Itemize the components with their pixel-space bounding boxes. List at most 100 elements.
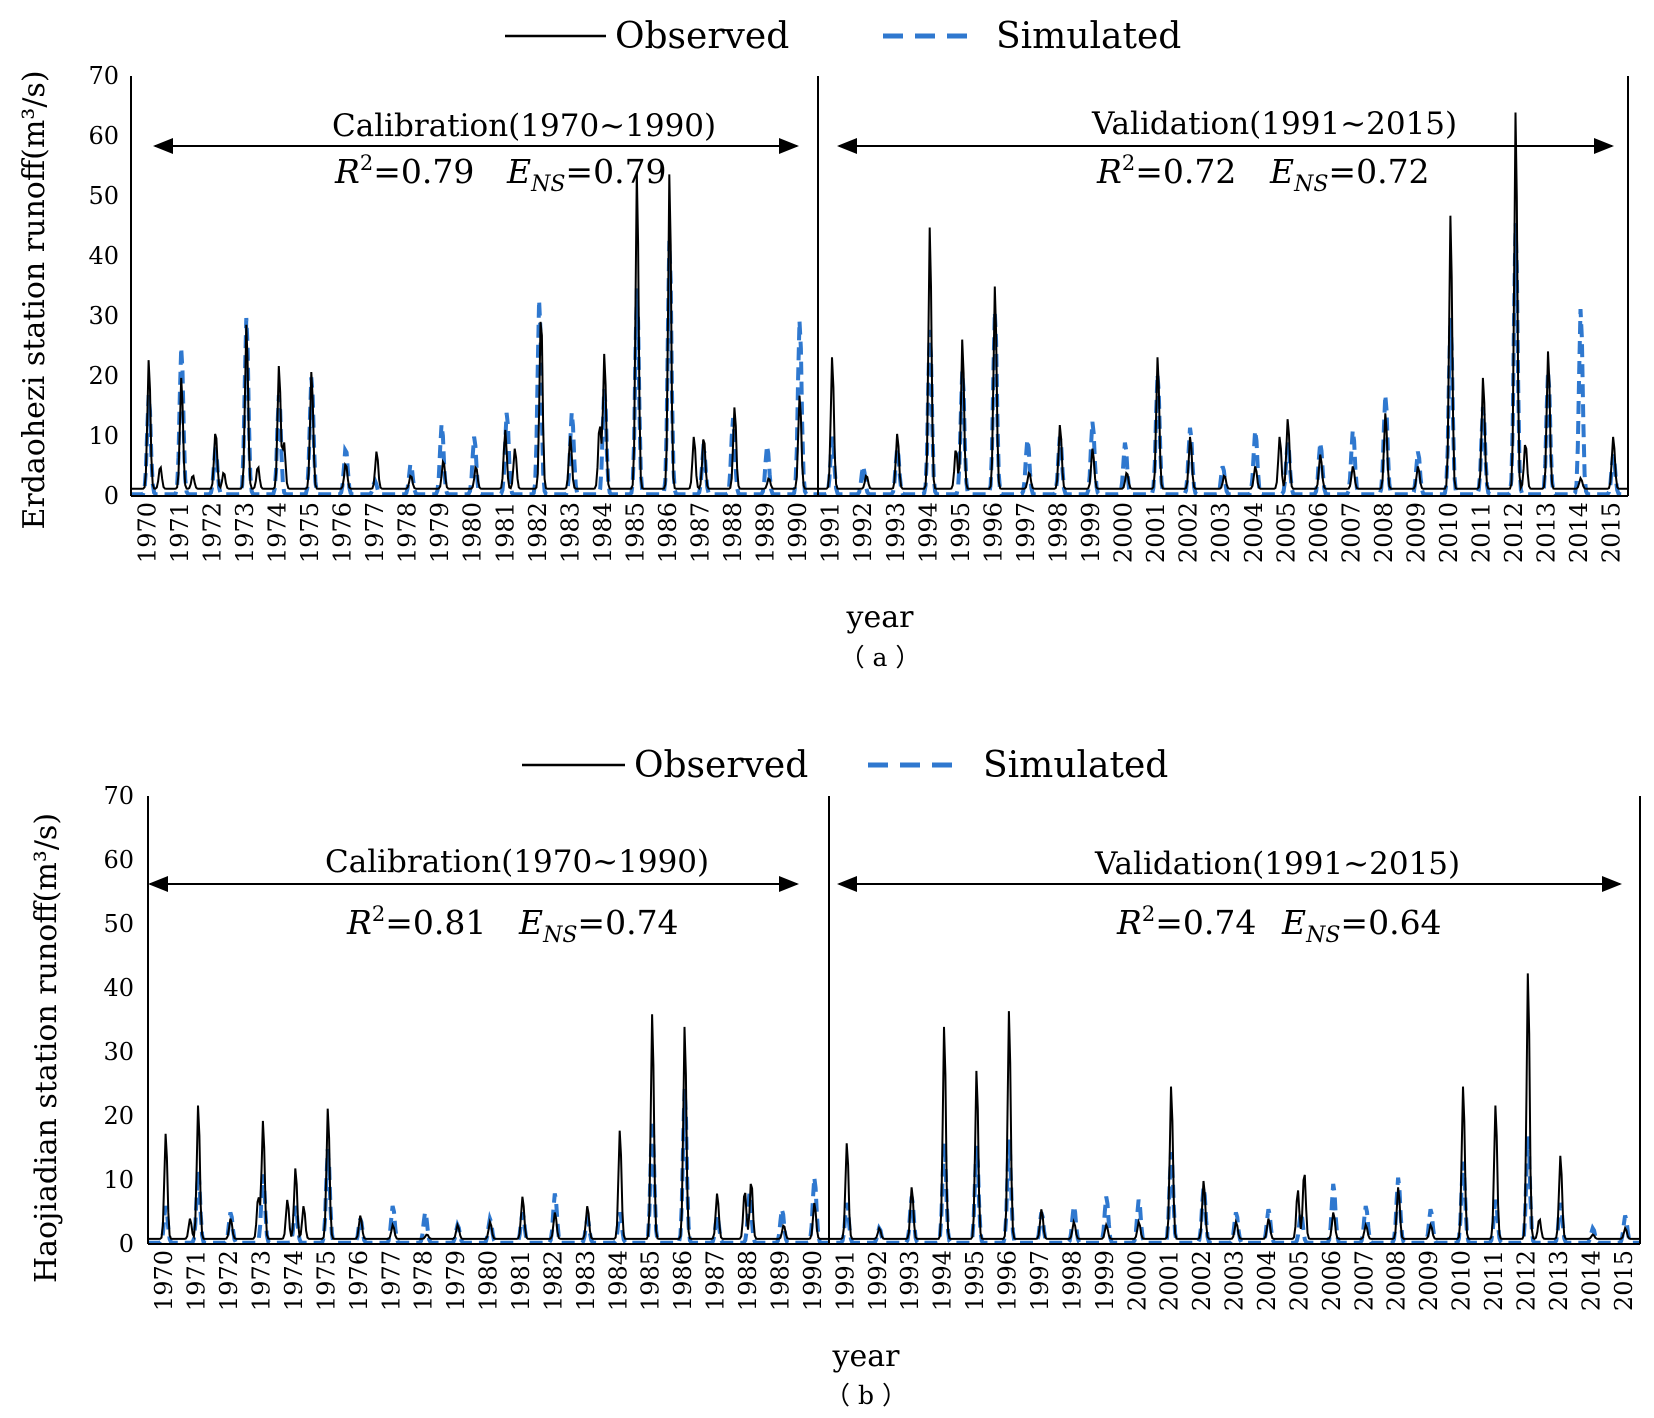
x-tick-label: 1983 xyxy=(556,502,584,563)
y-tick-label: 0 xyxy=(119,1230,134,1258)
x-tick-label: 2011 xyxy=(1468,502,1496,563)
x-tick-label: 1975 xyxy=(312,1250,340,1311)
calibration-ens-a: ENS=0.79 xyxy=(506,152,667,197)
x-tick-label: 2008 xyxy=(1370,502,1398,563)
legend-observed-label: Observed xyxy=(615,16,789,57)
y-tick-label: 70 xyxy=(103,782,134,810)
x-tick-label: 1988 xyxy=(719,502,747,563)
x-tick-label: 1971 xyxy=(183,1250,211,1311)
x-tick-label: 1971 xyxy=(166,502,194,563)
x-tick-label: 1998 xyxy=(1058,1250,1086,1311)
x-tick-label: 1976 xyxy=(345,1250,373,1311)
y-tick-label: 10 xyxy=(103,1166,134,1194)
x-tick-label: 1981 xyxy=(507,1250,535,1311)
x-tick-label: 1972 xyxy=(215,1250,243,1311)
x-tick-label: 1997 xyxy=(1026,1250,1054,1311)
x-tick-label: 2005 xyxy=(1285,1250,1313,1311)
x-tick-label: 2015 xyxy=(1610,1250,1638,1311)
x-tick-label: 1970 xyxy=(150,1250,178,1311)
x-tick-label: 1978 xyxy=(410,1250,438,1311)
validation-label-a: Validation(1991~2015) xyxy=(1091,106,1457,142)
panel-a-erdaohezi: Observed Simulated 0 10 20 30 40 50 60 70 Erdao… xyxy=(17,16,1629,672)
y-axis-ticks-a: 0 10 20 30 40 50 60 70 xyxy=(88,62,119,510)
y-axis-title-b: Haojiadian station runoff(m³/s) xyxy=(29,813,64,1283)
x-tick-label: 1973 xyxy=(248,1250,276,1311)
panel-label-a: （ a ） xyxy=(840,643,921,672)
calibration-label-b: Calibration(1970~1990) xyxy=(325,844,709,880)
x-tick-label: 2012 xyxy=(1500,502,1528,563)
x-tick-label: 2008 xyxy=(1383,1250,1411,1311)
x-tick-label: 1982 xyxy=(524,502,552,563)
validation-ens-b: ENS=0.64 xyxy=(1281,903,1442,948)
x-tick-label: 1994 xyxy=(929,1250,957,1311)
x-tick-label: 1979 xyxy=(426,502,454,563)
validation-r2-a: R2=0.72 xyxy=(1096,151,1236,191)
x-tick-label: 2007 xyxy=(1337,502,1365,563)
x-tick-label: 1974 xyxy=(280,1250,308,1311)
x-tick-label: 1986 xyxy=(669,1250,697,1311)
validation-label-b: Validation(1991~2015) xyxy=(1094,846,1460,882)
x-axis-title-a: year xyxy=(846,600,915,635)
x-tick-label: 1989 xyxy=(766,1250,794,1311)
x-tick-label: 1984 xyxy=(604,1250,632,1311)
x-tick-label: 1985 xyxy=(637,1250,665,1311)
x-tick-label: 1992 xyxy=(864,1250,892,1311)
x-tick-label: 1984 xyxy=(589,502,617,563)
x-tick-label: 1990 xyxy=(784,502,812,563)
legend-observed-label: Observed xyxy=(634,745,808,786)
x-tick-label: 1999 xyxy=(1091,1250,1119,1311)
x-tick-label: 1981 xyxy=(491,502,519,563)
validation-ens-a: ENS=0.72 xyxy=(1269,152,1430,197)
y-tick-label: 60 xyxy=(88,122,119,150)
x-tick-label: 1977 xyxy=(377,1250,405,1311)
x-tick-label: 1980 xyxy=(459,502,487,563)
x-tick-label: 1989 xyxy=(752,502,780,563)
y-tick-label: 60 xyxy=(103,846,134,874)
y-tick-label: 20 xyxy=(103,1102,134,1130)
x-tick-label: 2014 xyxy=(1577,1250,1605,1311)
x-tick-label: 2013 xyxy=(1545,1250,1573,1311)
legend-b: Observed Simulated xyxy=(522,745,1168,786)
x-tick-label: 1979 xyxy=(442,1250,470,1311)
y-axis-title-a: Erdaohezi station runoff(m³/s) xyxy=(17,70,52,529)
x-tick-label: 1977 xyxy=(361,502,389,563)
x-tick-label: 2007 xyxy=(1350,1250,1378,1311)
series-simulated-line xyxy=(148,1088,1640,1245)
y-tick-label: 10 xyxy=(88,422,119,450)
x-tick-label: 2001 xyxy=(1142,502,1170,563)
y-tick-label: 70 xyxy=(88,62,119,90)
legend-simulated-label: Simulated xyxy=(996,16,1181,57)
x-axis-year-ticks-a: 1970 1971 1972 1973 1974 1975 1976 1977 1978 1979… xyxy=(133,502,1625,563)
x-tick-label: 1995 xyxy=(961,1250,989,1311)
x-tick-label: 1990 xyxy=(799,1250,827,1311)
x-tick-label: 1973 xyxy=(231,502,259,563)
x-axis-year-ticks-b: 1970 1971 1972 1973 1974 1975 1976 1977 1978 1979… xyxy=(150,1250,1638,1311)
x-axis-title-b: year xyxy=(832,1339,901,1374)
x-tick-label: 2011 xyxy=(1480,1250,1508,1311)
x-tick-label: 2010 xyxy=(1435,502,1463,563)
x-tick-label: 2001 xyxy=(1156,1250,1184,1311)
y-tick-label: 0 xyxy=(104,482,119,510)
x-tick-label: 2004 xyxy=(1253,1250,1281,1311)
x-tick-label: 2000 xyxy=(1110,502,1138,563)
series-simulated-line xyxy=(131,223,1628,497)
x-tick-label: 1992 xyxy=(849,502,877,563)
x-tick-label: 1982 xyxy=(539,1250,567,1311)
calibration-r2-b: R2=0.81 xyxy=(346,902,486,942)
x-tick-label: 1991 xyxy=(831,1250,859,1311)
x-tick-label: 2000 xyxy=(1123,1250,1151,1311)
y-tick-label: 50 xyxy=(88,182,119,210)
calibration-r2-a: R2=0.79 xyxy=(334,151,474,191)
y-tick-label: 20 xyxy=(88,362,119,390)
x-tick-label: 2015 xyxy=(1598,502,1626,563)
x-tick-label: 2009 xyxy=(1415,1250,1443,1311)
x-tick-label: 1993 xyxy=(896,1250,924,1311)
x-tick-label: 1986 xyxy=(654,502,682,563)
x-tick-label: 1978 xyxy=(394,502,422,563)
x-tick-label: 1988 xyxy=(734,1250,762,1311)
y-tick-label: 40 xyxy=(103,974,134,1002)
x-tick-label: 2002 xyxy=(1188,1250,1216,1311)
validation-r2-b: R2=0.74 xyxy=(1116,902,1256,942)
x-tick-label: 2005 xyxy=(1272,502,1300,563)
